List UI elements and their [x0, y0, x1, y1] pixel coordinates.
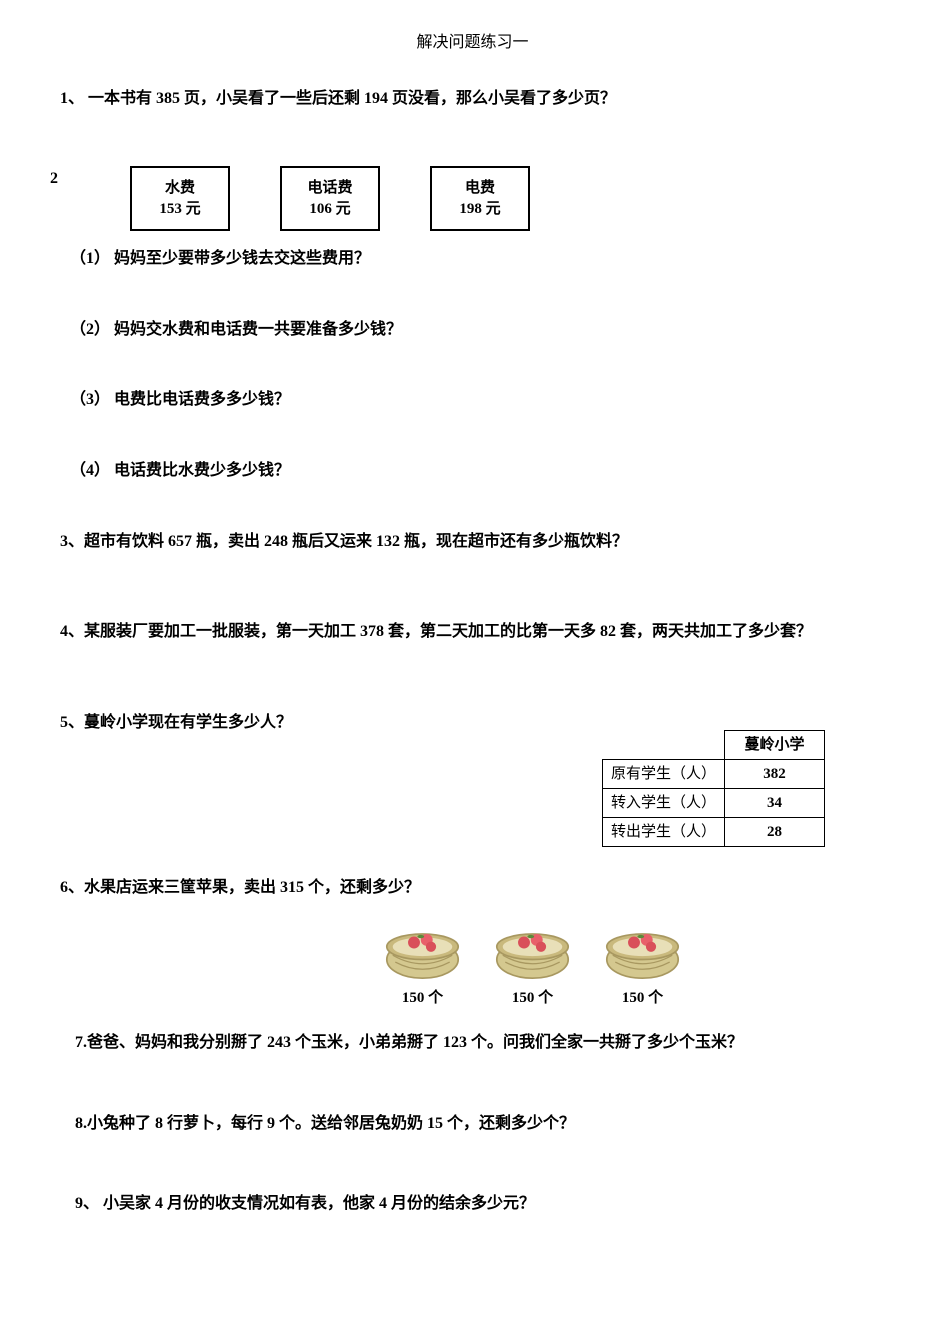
- table-header-school: 蔓岭小学: [725, 730, 825, 759]
- fee-amount: 153 元: [159, 199, 200, 220]
- table-empty-cell: [602, 730, 724, 759]
- table-row: 原有学生（人） 382: [602, 759, 824, 788]
- question-2-sub-4: （4） 电话费比水费少多少钱？: [70, 458, 885, 484]
- student-table: 蔓岭小学 原有学生（人） 382 转入学生（人） 34 转出学生（人） 28: [602, 730, 825, 847]
- fee-boxes: 水费 153 元 电话费 106 元 电费 198 元: [130, 166, 885, 231]
- question-4: 4、某服装厂要加工一批服装，第一天加工 378 套，第二天加工的比第一天多 82…: [60, 619, 885, 645]
- basket-labels-row: 150 个 150 个 150 个: [180, 986, 885, 1010]
- question-9: 9、 小吴家 4 月份的收支情况如有表，他家 4 月份的结余多少元？: [75, 1191, 885, 1217]
- fee-label: 电费: [465, 178, 495, 199]
- table-label: 转出学生（人）: [602, 817, 724, 846]
- question-6-text: 6、水果店运来三筐苹果，卖出 315 个，还剩多少？: [60, 875, 885, 901]
- fee-amount: 106 元: [309, 199, 350, 220]
- question-2-wrapper: 2 水费 153 元 电话费 106 元 电费 198 元 （1） 妈妈至少要带…: [60, 166, 885, 483]
- question-3: 3、超市有饮料 657 瓶，卖出 248 瓶后又运来 132 瓶，现在超市还有多…: [60, 529, 885, 555]
- basket-count: 150 个: [380, 986, 465, 1010]
- basket-row: [180, 921, 885, 981]
- table-row: 转出学生（人） 28: [602, 817, 824, 846]
- basket-count: 150 个: [600, 986, 685, 1010]
- question-7: 7.爸爸、妈妈和我分别掰了 243 个玉米，小弟弟掰了 123 个。问我们全家一…: [75, 1030, 885, 1056]
- table-value: 28: [725, 817, 825, 846]
- fee-box-electric: 电费 198 元: [430, 166, 530, 231]
- fee-box-phone: 电话费 106 元: [280, 166, 380, 231]
- table-value: 382: [725, 759, 825, 788]
- question-2-sub-1: （1） 妈妈至少要带多少钱去交这些费用？: [70, 246, 885, 272]
- question-1: 1、 一本书有 385 页，小吴看了一些后还剩 194 页没看，那么小吴看了多少…: [60, 86, 885, 112]
- question-5-wrapper: 5、蔓岭小学现在有学生多少人？ 蔓岭小学 原有学生（人） 382 转入学生（人）…: [60, 710, 885, 736]
- page-title: 解决问题练习一: [60, 30, 885, 56]
- table-label: 转入学生（人）: [602, 788, 724, 817]
- table-value: 34: [725, 788, 825, 817]
- basket-count: 150 个: [490, 986, 575, 1010]
- question-2-number: 2: [50, 166, 58, 192]
- table-row: 转入学生（人） 34: [602, 788, 824, 817]
- question-2-sub-3: （3） 电费比电话费多多少钱？: [70, 387, 885, 413]
- fee-label: 电话费: [307, 178, 352, 199]
- question-8: 8.小兔种了 8 行萝卜，每行 9 个。送给邻居兔奶奶 15 个，还剩多少个？: [75, 1111, 885, 1137]
- fee-amount: 198 元: [459, 199, 500, 220]
- basket-icon: [490, 921, 575, 981]
- fee-label: 水费: [165, 178, 195, 199]
- table-label: 原有学生（人）: [602, 759, 724, 788]
- question-2-sub-2: （2） 妈妈交水费和电话费一共要准备多少钱？: [70, 317, 885, 343]
- basket-icon: [600, 921, 685, 981]
- fee-box-water: 水费 153 元: [130, 166, 230, 231]
- basket-icon: [380, 921, 465, 981]
